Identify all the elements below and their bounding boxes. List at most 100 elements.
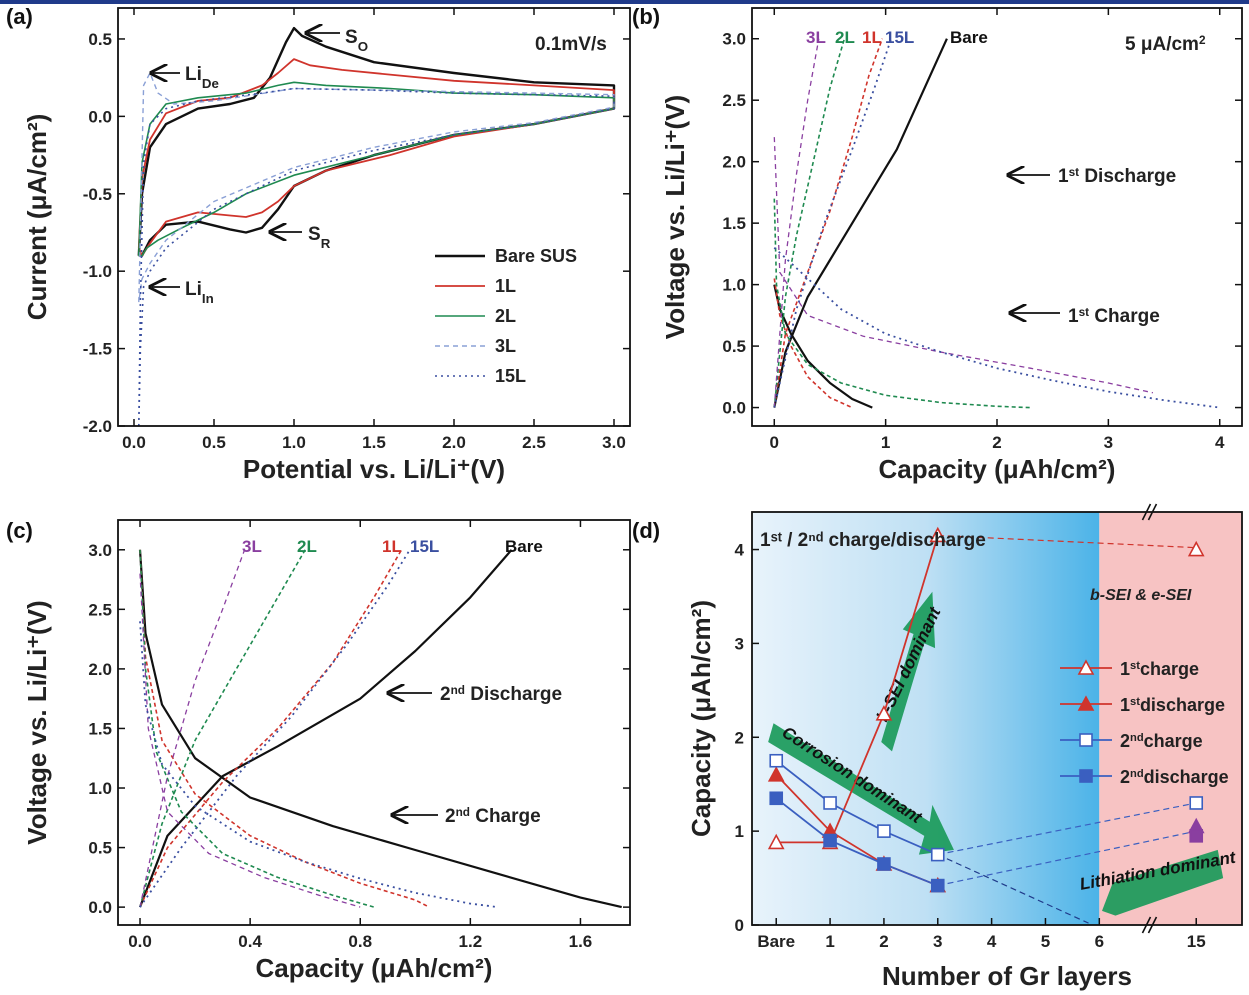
- series-line-3l-6: [139, 549, 246, 908]
- current-density-label: 5 μA/cm2: [1125, 34, 1206, 56]
- x-tick-label: 0.0: [128, 932, 152, 951]
- panel-label: (b): [632, 4, 660, 29]
- y-tick-label: -1.5: [83, 340, 112, 359]
- axis-break-0b: [1147, 503, 1158, 521]
- data-point-2-3: [930, 847, 945, 862]
- legend-label-2: 2L: [495, 306, 516, 326]
- data-point-3-2: [877, 857, 891, 871]
- series-line-bare-1: [773, 284, 873, 409]
- y-axis-title: Voltage vs. Li/Li⁺(V): [22, 600, 52, 844]
- y-tick-label: 2.5: [722, 91, 746, 110]
- y-tick-label: 2.5: [88, 600, 112, 619]
- data-point-0-2: [875, 705, 893, 721]
- panel-label: (d): [632, 518, 660, 543]
- y-tick-label: -2.0: [83, 417, 112, 436]
- x-tick-label: 0: [770, 433, 779, 452]
- curve-label-2l: 2L: [835, 28, 855, 47]
- series-line-3l-7: [139, 573, 361, 908]
- series-line-2l-4: [139, 549, 306, 908]
- y-tick-label: 2: [735, 728, 744, 747]
- series-line-15l-9: [139, 621, 499, 908]
- lithiation-arrow: [1102, 849, 1224, 916]
- series-line-3l-3: [138, 72, 615, 303]
- legend-label-2: 2ndcharge: [1120, 731, 1203, 751]
- first-charge-label: 1st Charge: [1068, 306, 1160, 328]
- liin-label: LiIn: [185, 279, 214, 306]
- y-tick-label: 2.0: [722, 153, 746, 172]
- legend-marker-0: [1077, 659, 1095, 675]
- x-tick-label: 2: [992, 433, 1001, 452]
- series-line-2l-5: [139, 549, 375, 908]
- sweep-rate-label: 0.1mV/s: [535, 34, 607, 55]
- series-line-bare-sus-0: [137, 26, 616, 257]
- curve-label-1l: 1L: [382, 537, 402, 556]
- x-tick-label: 1.2: [459, 932, 483, 951]
- series-line-15l-8: [773, 38, 893, 408]
- y-axis-title: Voltage vs. Li/Li⁺(V): [660, 95, 690, 339]
- axis-break-1b: [1147, 916, 1158, 934]
- data-point-3-0: [769, 791, 784, 806]
- data-point-2-0: [769, 753, 784, 768]
- series-line-bare-0: [773, 38, 948, 408]
- axis-break-0a: [1141, 503, 1152, 521]
- data-point-2-2: [877, 824, 891, 838]
- y-tick-label: 1: [735, 822, 744, 841]
- series-line-1l-2: [773, 38, 884, 408]
- y-tick-label: 0.0: [88, 107, 112, 126]
- y-tick-label: -1.0: [83, 262, 112, 281]
- x-tick-label: 3: [1104, 433, 1113, 452]
- series-line-2: [775, 759, 939, 856]
- x-tick-label: 4: [987, 932, 997, 951]
- x-tick-label: 0.5: [202, 433, 226, 452]
- x-tick-label: 4: [1215, 433, 1225, 452]
- so-label: SO: [345, 27, 368, 54]
- curve-label-bare: Bare: [505, 537, 543, 556]
- series-line-1l-2: [139, 549, 403, 908]
- x-tick-label: Bare: [757, 932, 795, 951]
- second-discharge-label: 2nd Discharge: [440, 684, 562, 706]
- x-tick-label: 5: [1041, 932, 1050, 951]
- y-tick-label: 4: [735, 541, 745, 560]
- y-tick-label: 1.0: [722, 276, 746, 295]
- y-tick-label: 3: [735, 634, 744, 653]
- curve-label-15l: 15L: [410, 537, 439, 556]
- x-tick-label: 0.8: [348, 932, 372, 951]
- curve-label-3l: 3L: [806, 28, 826, 47]
- curve-label-1l: 1L: [862, 28, 882, 47]
- x-tick-label: 1: [825, 932, 834, 951]
- panel-a: (a) 0.0 0.5 1.0 1.5 2.0 2.5 3.0 0.5 0.0 -0.5 -1.0 -1…: [6, 4, 631, 484]
- plot-frame: [117, 519, 631, 926]
- y-tick-label: 3.0: [88, 541, 112, 560]
- x-axis-title: Capacity (μAh/cm²): [256, 953, 493, 983]
- x-tick-label: 1.6: [569, 932, 593, 951]
- legend-label-1: 1stdischarge: [1120, 695, 1225, 715]
- legend-label-3: 3L: [495, 336, 516, 356]
- region-label-esei: b-SEI & e-SEI: [1090, 587, 1192, 604]
- legend-label-1: 1L: [495, 276, 516, 296]
- x-tick-label: 1: [881, 433, 890, 452]
- axis-break-1a: [1141, 916, 1152, 934]
- panel-b: (b) 0 1 2 3 4 3.0 2.5 2.0 1.5 1.0 0.5 0.0 Capacity (μ…: [632, 4, 1243, 484]
- x-tick-label: 0.0: [122, 433, 146, 452]
- y-tick-label: 0.5: [722, 337, 746, 356]
- series-line-bare-0: [138, 549, 513, 908]
- region-corrosion-bsei: [752, 512, 1100, 925]
- legend-marker-1: [1077, 695, 1095, 711]
- series-line-bare-1: [138, 549, 622, 909]
- x-tick-label: 6: [1095, 932, 1104, 951]
- y-tick-label: 1.0: [88, 779, 112, 798]
- data-point-15l-3: [1189, 829, 1204, 843]
- series-line-15l-4: [138, 87, 615, 427]
- x-tick-label: 1.5: [362, 433, 386, 452]
- extrap-2nd-charge-15: [937, 802, 1197, 856]
- panel-label: (c): [6, 518, 33, 543]
- y-tick-label: 3.0: [722, 30, 746, 49]
- legend-marker-2: [1079, 733, 1093, 747]
- curve-label-15l: 15L: [885, 28, 914, 47]
- extrap-1st-charge: [937, 534, 1197, 549]
- x-tick-label: 3: [933, 932, 942, 951]
- series-line-3: [775, 797, 939, 887]
- data-point-0-0: [767, 833, 785, 850]
- data-point-3-1: [823, 833, 837, 848]
